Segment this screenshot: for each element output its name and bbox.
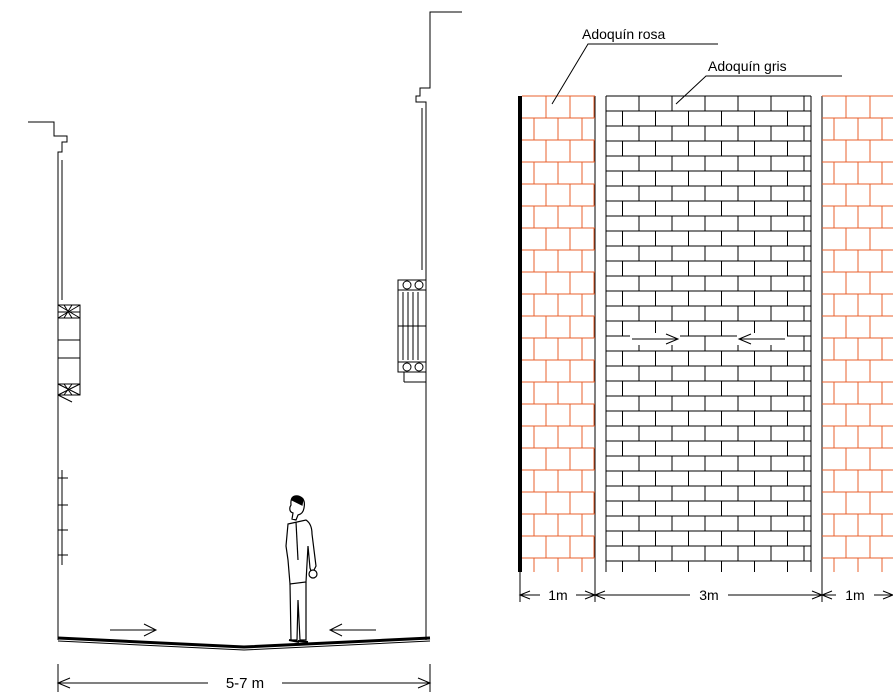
slope-arrow-right — [328, 623, 376, 637]
lane-separators — [594, 96, 823, 572]
dimension-center-label: 3m — [699, 587, 718, 603]
plan-dimensions — [518, 572, 893, 602]
pink-paving-right — [822, 95, 893, 572]
right-balcony — [397, 279, 427, 383]
label-pink-paving: Adoquín rosa — [582, 26, 665, 42]
leader-pink — [551, 43, 718, 105]
leader-gray — [675, 75, 842, 105]
street-section — [28, 11, 462, 692]
flow-arrow-left — [737, 333, 787, 345]
label-leaders — [551, 43, 842, 105]
flow-arrow-right — [630, 333, 680, 345]
dimension-left-label: 1m — [548, 587, 567, 603]
left-ground-door — [58, 470, 68, 565]
person-figure-icon — [285, 495, 318, 643]
dimension-street-width — [56, 664, 432, 692]
gray-paving-center — [606, 95, 811, 572]
slope-arrow-left — [110, 623, 158, 637]
street-width-label: 5-7 m — [226, 675, 264, 692]
left-balcony — [57, 304, 81, 403]
paving-plan — [518, 43, 893, 602]
flow-arrows — [630, 333, 787, 345]
ground-surface — [57, 636, 431, 649]
ground-surface-lower — [57, 640, 431, 651]
left-facade-outline — [28, 121, 68, 640]
label-gray-paving: Adoquín gris — [708, 58, 787, 74]
dimension-right-label: 1m — [845, 587, 864, 603]
pink-paving-left — [522, 95, 595, 572]
right-facade-outline — [415, 11, 462, 640]
